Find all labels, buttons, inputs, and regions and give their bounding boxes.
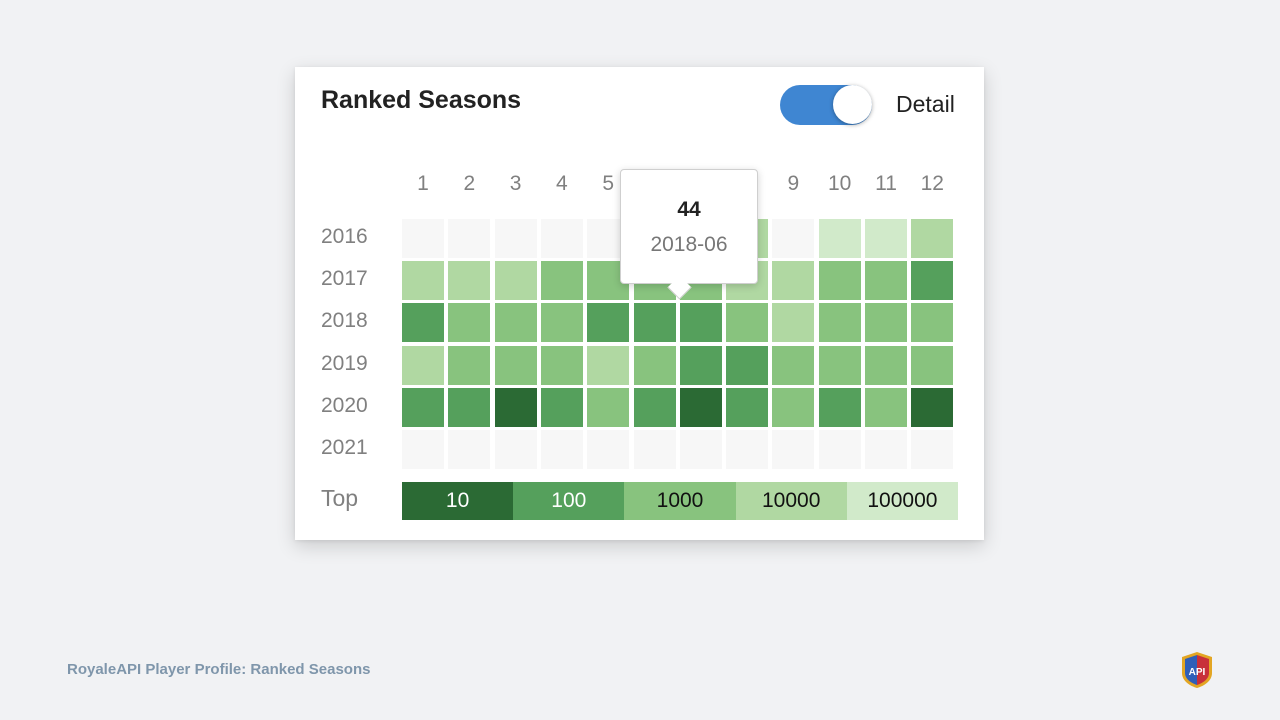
heatmap-cell[interactable] [772,345,815,385]
heatmap-cell[interactable] [402,261,444,301]
heatmap-cell[interactable] [448,387,491,427]
heatmap-cell[interactable] [587,430,630,469]
heatmap-cell[interactable] [911,303,954,343]
heatmap-cell[interactable] [540,387,583,427]
heatmap-cell[interactable] [772,261,815,301]
legend-item: 100 [513,482,625,520]
month-label: 11 [875,172,897,195]
heatmap-cell[interactable] [865,345,907,385]
heatmap-cell[interactable] [865,261,907,301]
heatmap-cell[interactable] [679,387,722,427]
card-title: Ranked Seasons [321,86,522,114]
legend-item: 10000 [735,482,847,520]
year-label: 2017 [321,267,368,291]
heatmap-cell[interactable] [726,345,769,385]
heatmap-cell[interactable] [772,303,815,343]
heatmap-cell[interactable] [818,345,861,385]
legend-item: 1000 [624,482,736,520]
heatmap-cell[interactable] [540,219,583,258]
heatmap-cell[interactable] [911,387,954,427]
detail-toggle[interactable] [780,85,874,125]
month-label: 2 [463,172,476,195]
heatmap-cell[interactable] [772,219,815,258]
heatmap-cell[interactable] [679,430,722,469]
heatmap-cell[interactable] [818,303,861,343]
year-label: 2016 [321,225,368,248]
heatmap-cell[interactable] [865,303,907,343]
heatmap-cell[interactable] [494,387,537,427]
heatmap-cell[interactable] [587,303,630,343]
heatmap-cell[interactable] [540,261,583,301]
heatmap-cell[interactable] [494,261,537,301]
tooltip-date: 2018-06 [650,233,728,256]
heatmap-cell[interactable] [865,387,907,427]
heatmap-cell[interactable] [402,430,444,469]
heatmap-cell[interactable] [448,430,491,469]
footer-caption: RoyaleAPI Player Profile: Ranked Seasons [67,661,371,678]
heatmap-cell[interactable] [865,430,907,469]
year-label: 2019 [321,351,368,375]
heatmap-cell[interactable] [865,219,907,258]
tooltip: 44 2018-06 [620,169,758,300]
legend-title: Top [321,485,359,511]
heatmap-cell[interactable] [911,345,954,385]
heatmap-cell[interactable] [402,219,444,258]
heatmap-cell[interactable] [494,345,537,385]
heatmap-cell[interactable] [911,430,954,469]
ranked-seasons-card: Ranked Seasons Detail 123456789101112201… [295,67,984,540]
heatmap-cell[interactable] [448,261,491,301]
heatmap-cell[interactable] [633,387,676,427]
heatmap-cell[interactable] [402,303,444,343]
heatmap-cell[interactable] [402,345,444,385]
heatmap-cell[interactable] [818,261,861,301]
heatmap-cell[interactable] [772,430,815,469]
year-label: 2018 [321,309,368,333]
heatmap-cell[interactable] [726,387,769,427]
year-label: 2021 [321,436,368,459]
heatmap-cell[interactable] [494,219,537,258]
month-label: 4 [556,172,568,195]
heatmap-cell[interactable] [726,430,769,469]
heatmap-cell[interactable] [494,303,537,343]
heatmap-cell[interactable] [540,430,583,469]
month-label: 3 [509,172,522,195]
heatmap-cell[interactable] [540,303,583,343]
heatmap-cell[interactable] [587,345,630,385]
year-label: 2020 [321,393,368,417]
logo-text: API [1189,667,1206,678]
royaleapi-shield-icon: API [1180,651,1214,689]
heatmap-cell[interactable] [448,219,491,258]
heatmap-cell[interactable] [633,430,676,469]
legend-bar: 10 100 1000 10000 100000 [402,482,959,520]
heatmap-cell[interactable] [633,303,676,343]
month-label: 12 [920,172,944,195]
heatmap-cell[interactable] [818,219,861,258]
legend-item: 100000 [846,482,959,520]
heatmap-cell[interactable] [448,303,491,343]
heatmap-cell[interactable] [679,303,722,343]
tooltip-value: 44 [677,198,701,221]
heatmap-cell[interactable] [726,303,769,343]
month-label: 9 [787,172,800,195]
heatmap-cell[interactable] [818,430,861,469]
heatmap-cell[interactable] [911,261,954,301]
heatmap-cell[interactable] [587,387,630,427]
heatmap-cell[interactable] [448,345,491,385]
heatmap-cell[interactable] [494,430,537,469]
heatmap-cell[interactable] [818,387,861,427]
heatmap-cell[interactable] [633,345,676,385]
detail-toggle-label: Detail [896,91,955,117]
legend-item: 10 [402,482,514,520]
heatmap-cell[interactable] [540,345,583,385]
month-label: 5 [602,172,615,195]
month-label: 10 [828,172,852,195]
heatmap-cell[interactable] [679,345,722,385]
toggle-knob [833,85,872,124]
heatmap-cell[interactable] [772,387,815,427]
heatmap-cell[interactable] [911,219,954,258]
month-label: 1 [417,172,429,195]
heatmap-cell[interactable] [402,387,444,427]
